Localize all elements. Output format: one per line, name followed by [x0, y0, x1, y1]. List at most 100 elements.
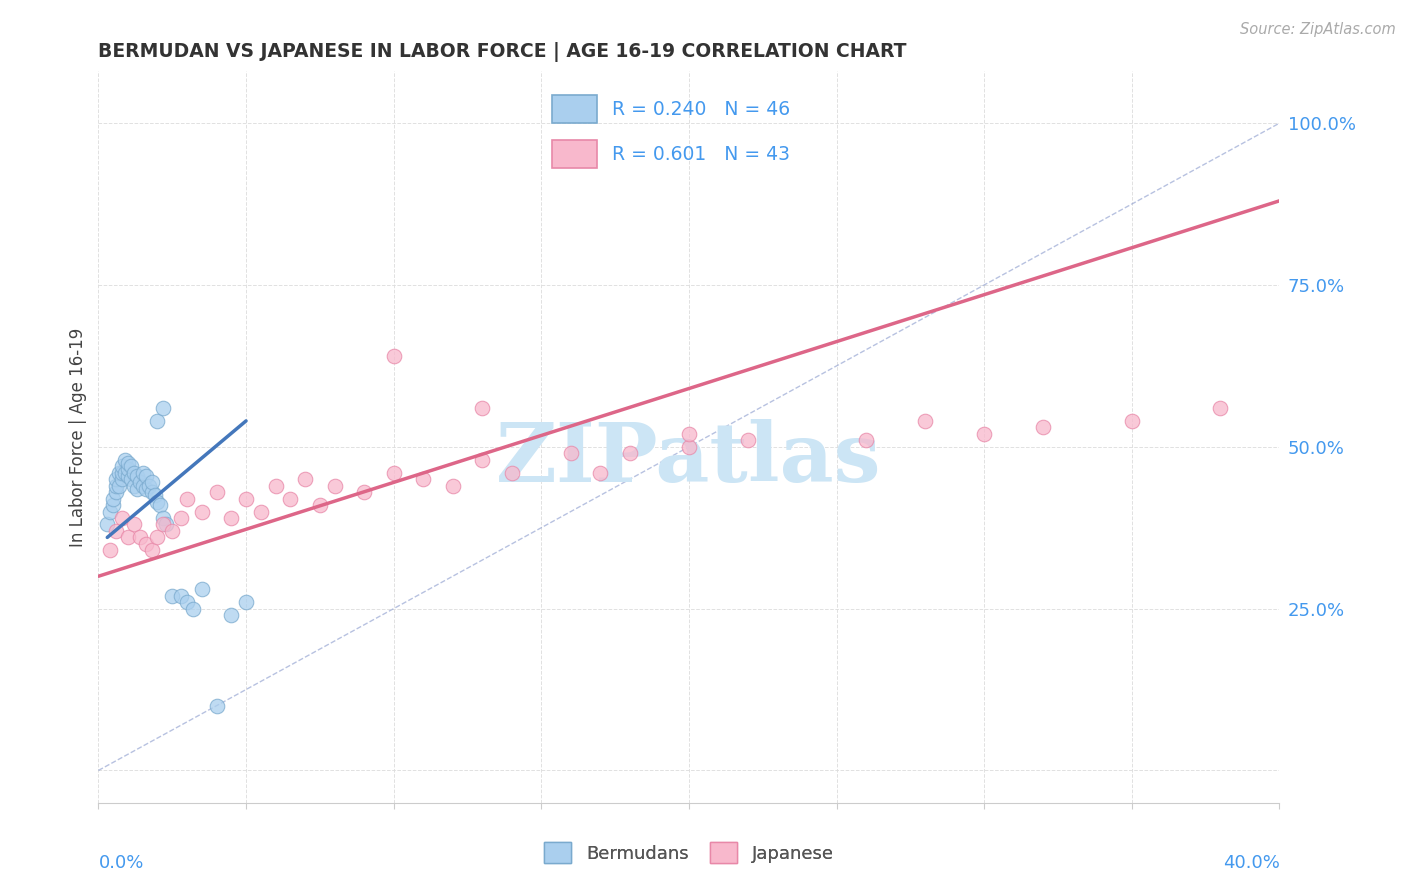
Point	[141, 475, 163, 490]
Point	[678, 426, 700, 441]
Point	[235, 491, 257, 506]
Point	[135, 469, 157, 483]
Point	[141, 485, 163, 500]
Point	[501, 466, 523, 480]
Point	[294, 472, 316, 486]
Point	[152, 511, 174, 525]
Point	[105, 472, 128, 486]
Point	[471, 452, 494, 467]
Point	[264, 478, 287, 492]
Point	[589, 466, 612, 480]
Point	[146, 530, 169, 544]
Point	[143, 488, 166, 502]
Point	[141, 543, 163, 558]
Point	[176, 595, 198, 609]
Point	[111, 459, 134, 474]
Point	[122, 517, 145, 532]
Point	[120, 472, 142, 486]
Point	[117, 462, 139, 476]
Point	[191, 504, 214, 518]
Point	[120, 459, 142, 474]
Point	[96, 517, 118, 532]
Point	[678, 440, 700, 454]
Point	[221, 511, 243, 525]
Point	[176, 491, 198, 506]
Point	[111, 472, 134, 486]
Bar	[553, 95, 598, 123]
Point	[152, 517, 174, 532]
Point	[973, 426, 995, 441]
Text: BERMUDAN VS JAPANESE IN LABOR FORCE | AGE 16-19 CORRELATION CHART: BERMUDAN VS JAPANESE IN LABOR FORCE | AG…	[98, 43, 907, 62]
Point	[146, 414, 169, 428]
Point	[855, 434, 877, 448]
Point	[309, 498, 332, 512]
Point	[155, 517, 177, 532]
Point	[205, 698, 228, 713]
Point	[122, 478, 145, 492]
Point	[471, 401, 494, 415]
Text: R = 0.601   N = 43: R = 0.601 N = 43	[612, 145, 790, 163]
Point	[117, 530, 139, 544]
Point	[382, 349, 405, 363]
Point	[737, 434, 759, 448]
Point	[1121, 414, 1143, 428]
Point	[353, 485, 375, 500]
Point	[149, 498, 172, 512]
Point	[135, 482, 157, 496]
Point	[114, 466, 136, 480]
Point	[108, 466, 131, 480]
Point	[105, 485, 128, 500]
Point	[382, 466, 405, 480]
Text: 0.0%: 0.0%	[98, 854, 143, 872]
Point	[250, 504, 273, 518]
Point	[135, 537, 157, 551]
Point	[1032, 420, 1054, 434]
Point	[114, 452, 136, 467]
Point	[146, 495, 169, 509]
Point	[323, 478, 346, 492]
Point	[914, 414, 936, 428]
Point	[122, 466, 145, 480]
Legend: Bermudans, Japanese: Bermudans, Japanese	[537, 835, 841, 871]
Point	[412, 472, 434, 486]
Point	[105, 478, 128, 492]
Point	[280, 491, 302, 506]
Point	[221, 608, 243, 623]
Point	[125, 469, 148, 483]
Point	[191, 582, 214, 597]
Point	[162, 589, 183, 603]
Text: ZIPatlas: ZIPatlas	[496, 419, 882, 499]
Point	[103, 491, 125, 506]
Point	[619, 446, 641, 460]
Point	[105, 524, 128, 538]
Point	[1209, 401, 1232, 415]
Point	[98, 504, 121, 518]
Point	[98, 543, 121, 558]
Point	[111, 466, 134, 480]
Point	[138, 478, 160, 492]
Point	[117, 456, 139, 470]
Point	[181, 601, 204, 615]
Point	[128, 475, 150, 490]
Point	[117, 469, 139, 483]
Bar	[553, 140, 598, 169]
Point	[125, 482, 148, 496]
Point	[235, 595, 257, 609]
Point	[108, 478, 131, 492]
Point	[111, 511, 134, 525]
Text: R = 0.240   N = 46: R = 0.240 N = 46	[612, 100, 790, 119]
Point	[132, 466, 155, 480]
Point	[152, 401, 174, 415]
Y-axis label: In Labor Force | Age 16-19: In Labor Force | Age 16-19	[69, 327, 87, 547]
Point	[560, 446, 582, 460]
Point	[103, 498, 125, 512]
Point	[441, 478, 464, 492]
Point	[170, 511, 193, 525]
Point	[205, 485, 228, 500]
Text: 40.0%: 40.0%	[1223, 854, 1279, 872]
Text: Source: ZipAtlas.com: Source: ZipAtlas.com	[1240, 22, 1396, 37]
Point	[162, 524, 183, 538]
Point	[128, 530, 150, 544]
Point	[132, 478, 155, 492]
Point	[170, 589, 193, 603]
